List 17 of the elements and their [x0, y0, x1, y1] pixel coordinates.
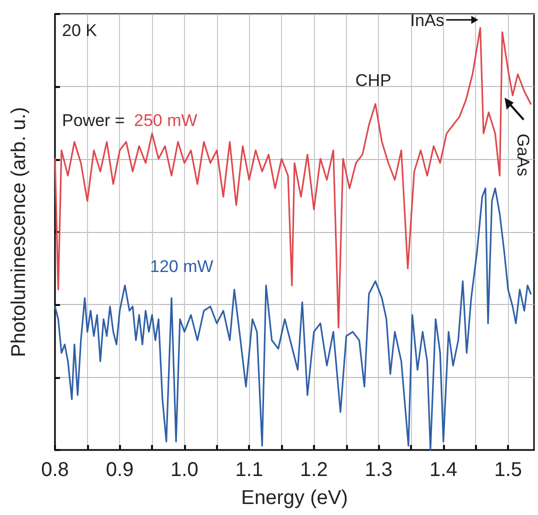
x-tick-label: 1.3 [364, 459, 393, 481]
x-tick-label: 0.9 [106, 459, 134, 481]
series-label: 250 mW [134, 111, 198, 130]
y-axis-title: Photoluminescence (arb. u.) [8, 106, 30, 358]
x-tick-label: 1.2 [300, 459, 328, 481]
annotation: InAs [410, 10, 444, 30]
annotation: 20 K [62, 21, 98, 40]
series-label: 120 mW [150, 257, 214, 276]
x-tick-label: 1.4 [429, 459, 458, 481]
x-tick-label: 1.1 [235, 459, 264, 481]
x-axis-title: Energy (eV) [241, 487, 348, 509]
annotation: CHP [355, 70, 392, 90]
x-tick-label: 0.8 [41, 459, 69, 481]
x-tick-label: 1.0 [170, 459, 198, 481]
annotation: Power = [62, 111, 125, 130]
annotation: GaAs [514, 134, 533, 176]
x-tick-label: 1.5 [494, 459, 522, 481]
